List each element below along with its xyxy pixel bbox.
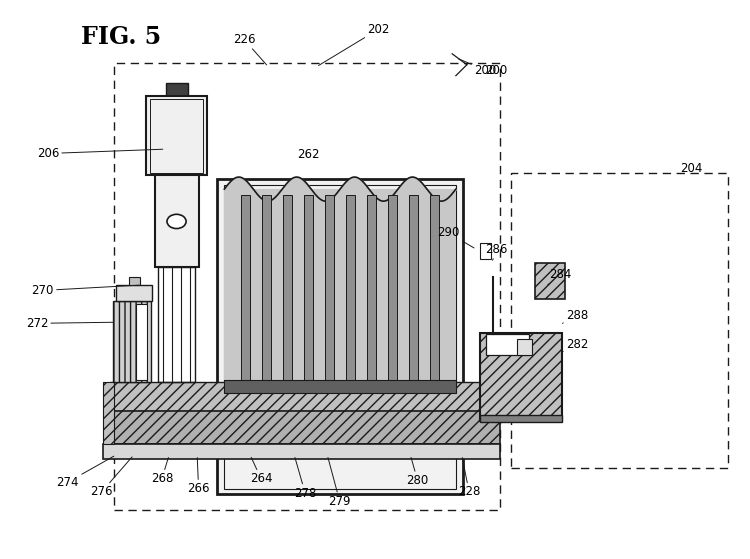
Bar	[116, 285, 152, 301]
Bar	[410, 195, 419, 380]
Bar	[114, 63, 500, 510]
Bar	[517, 339, 532, 355]
Bar	[480, 333, 562, 421]
Bar	[146, 96, 207, 176]
Text: 228: 228	[458, 457, 480, 499]
Bar	[430, 195, 439, 380]
Text: 286: 286	[485, 243, 508, 260]
Bar	[129, 277, 140, 285]
Bar	[103, 444, 500, 459]
Bar	[110, 411, 500, 444]
Text: 272: 272	[26, 317, 113, 330]
Text: 204: 204	[680, 162, 702, 176]
Circle shape	[167, 214, 186, 229]
Text: 200: 200	[485, 64, 508, 77]
Bar	[154, 176, 199, 267]
Bar	[112, 301, 151, 382]
Text: 270: 270	[32, 284, 140, 297]
Bar	[241, 195, 250, 380]
Text: FIG. 5: FIG. 5	[81, 25, 161, 49]
Text: 282: 282	[562, 338, 588, 352]
Text: 278: 278	[294, 457, 316, 500]
Text: 202: 202	[319, 23, 390, 65]
Text: 206: 206	[37, 147, 163, 160]
Text: 262: 262	[298, 148, 320, 161]
Text: 266: 266	[188, 458, 210, 495]
Bar	[480, 243, 491, 259]
Bar	[224, 189, 456, 380]
Text: 276: 276	[90, 457, 132, 499]
Bar	[368, 195, 376, 380]
Bar	[158, 267, 195, 382]
Bar	[136, 304, 147, 380]
Bar	[103, 382, 114, 444]
Bar	[262, 195, 271, 380]
Bar	[224, 184, 456, 489]
Bar	[224, 380, 456, 394]
Bar	[388, 195, 397, 380]
Bar	[283, 195, 292, 380]
Bar	[480, 415, 562, 422]
Bar	[110, 382, 500, 411]
Bar	[166, 83, 188, 97]
Text: 274: 274	[56, 456, 114, 489]
Text: 279: 279	[328, 457, 351, 508]
Bar	[304, 195, 313, 380]
Bar	[346, 195, 355, 380]
Text: 284: 284	[548, 268, 572, 285]
Bar	[511, 173, 728, 468]
Bar	[486, 334, 529, 355]
Text: 268: 268	[151, 457, 173, 485]
Text: 200: 200	[458, 59, 497, 77]
Bar	[536, 263, 565, 299]
Text: 264: 264	[250, 457, 272, 485]
Text: 280: 280	[406, 457, 429, 487]
Text: 226: 226	[233, 33, 266, 65]
Bar	[217, 179, 464, 494]
Bar	[326, 195, 334, 380]
Text: 288: 288	[562, 309, 588, 323]
Text: 290: 290	[437, 226, 474, 248]
Bar	[150, 99, 203, 173]
